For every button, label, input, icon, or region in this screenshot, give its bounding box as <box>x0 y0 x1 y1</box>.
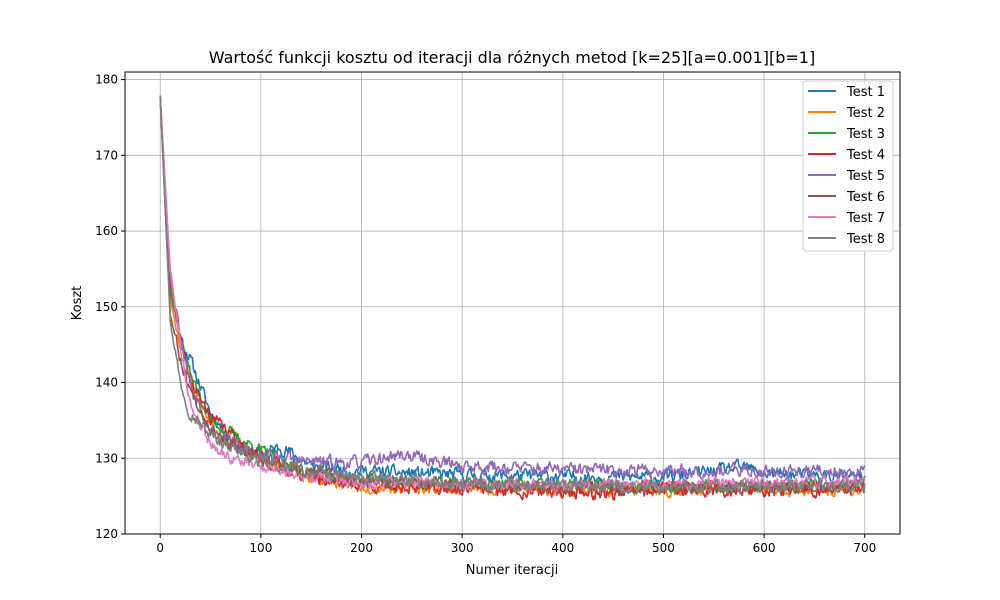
legend: Test 1 Test 2 Test 3 Test 4 Test 5 Test 6 Test… <box>802 80 894 252</box>
legend-label: Test 3 <box>846 127 885 142</box>
x-tick-label: 600 <box>753 541 776 555</box>
y-tick-label: 180 <box>95 73 118 87</box>
y-tick-label: 170 <box>95 148 118 162</box>
x-tick-label: 100 <box>249 541 272 555</box>
legend-label: Test 7 <box>846 211 885 226</box>
y-tick-label: 130 <box>95 451 118 465</box>
x-tick-label: 0 <box>156 541 164 555</box>
x-tick-label: 300 <box>451 541 474 555</box>
legend-box <box>802 80 894 252</box>
legend-label: Test 5 <box>846 169 885 184</box>
x-tick-label: 200 <box>350 541 373 555</box>
x-axis-label: Numer iteracji <box>466 563 559 578</box>
y-tick-label: 160 <box>95 224 118 238</box>
legend-label: Test 8 <box>846 232 885 247</box>
x-axis-ticks: 0 100 200 300 400 500 600 700 <box>156 534 876 555</box>
series-line-test-8 <box>159 95 866 496</box>
chart-title: Wartość funkcji kosztu od iteracji dla r… <box>209 48 815 67</box>
legend-label: Test 6 <box>846 190 885 205</box>
legend-label: Test 4 <box>846 148 885 163</box>
y-tick-label: 140 <box>95 376 118 390</box>
series-layer <box>159 95 866 501</box>
y-axis-label: Koszt <box>70 286 85 321</box>
x-tick-label: 500 <box>652 541 675 555</box>
legend-label: Test 1 <box>846 85 885 100</box>
x-tick-label: 700 <box>853 541 876 555</box>
series-line-test-5 <box>159 96 866 481</box>
plot-frame <box>124 71 901 535</box>
legend-label: Test 2 <box>846 106 885 121</box>
y-tick-label: 120 <box>95 527 118 541</box>
y-axis-ticks: 120 130 140 150 160 170 180 <box>95 73 125 541</box>
x-tick-label: 400 <box>551 541 574 555</box>
y-tick-label: 150 <box>95 300 118 314</box>
